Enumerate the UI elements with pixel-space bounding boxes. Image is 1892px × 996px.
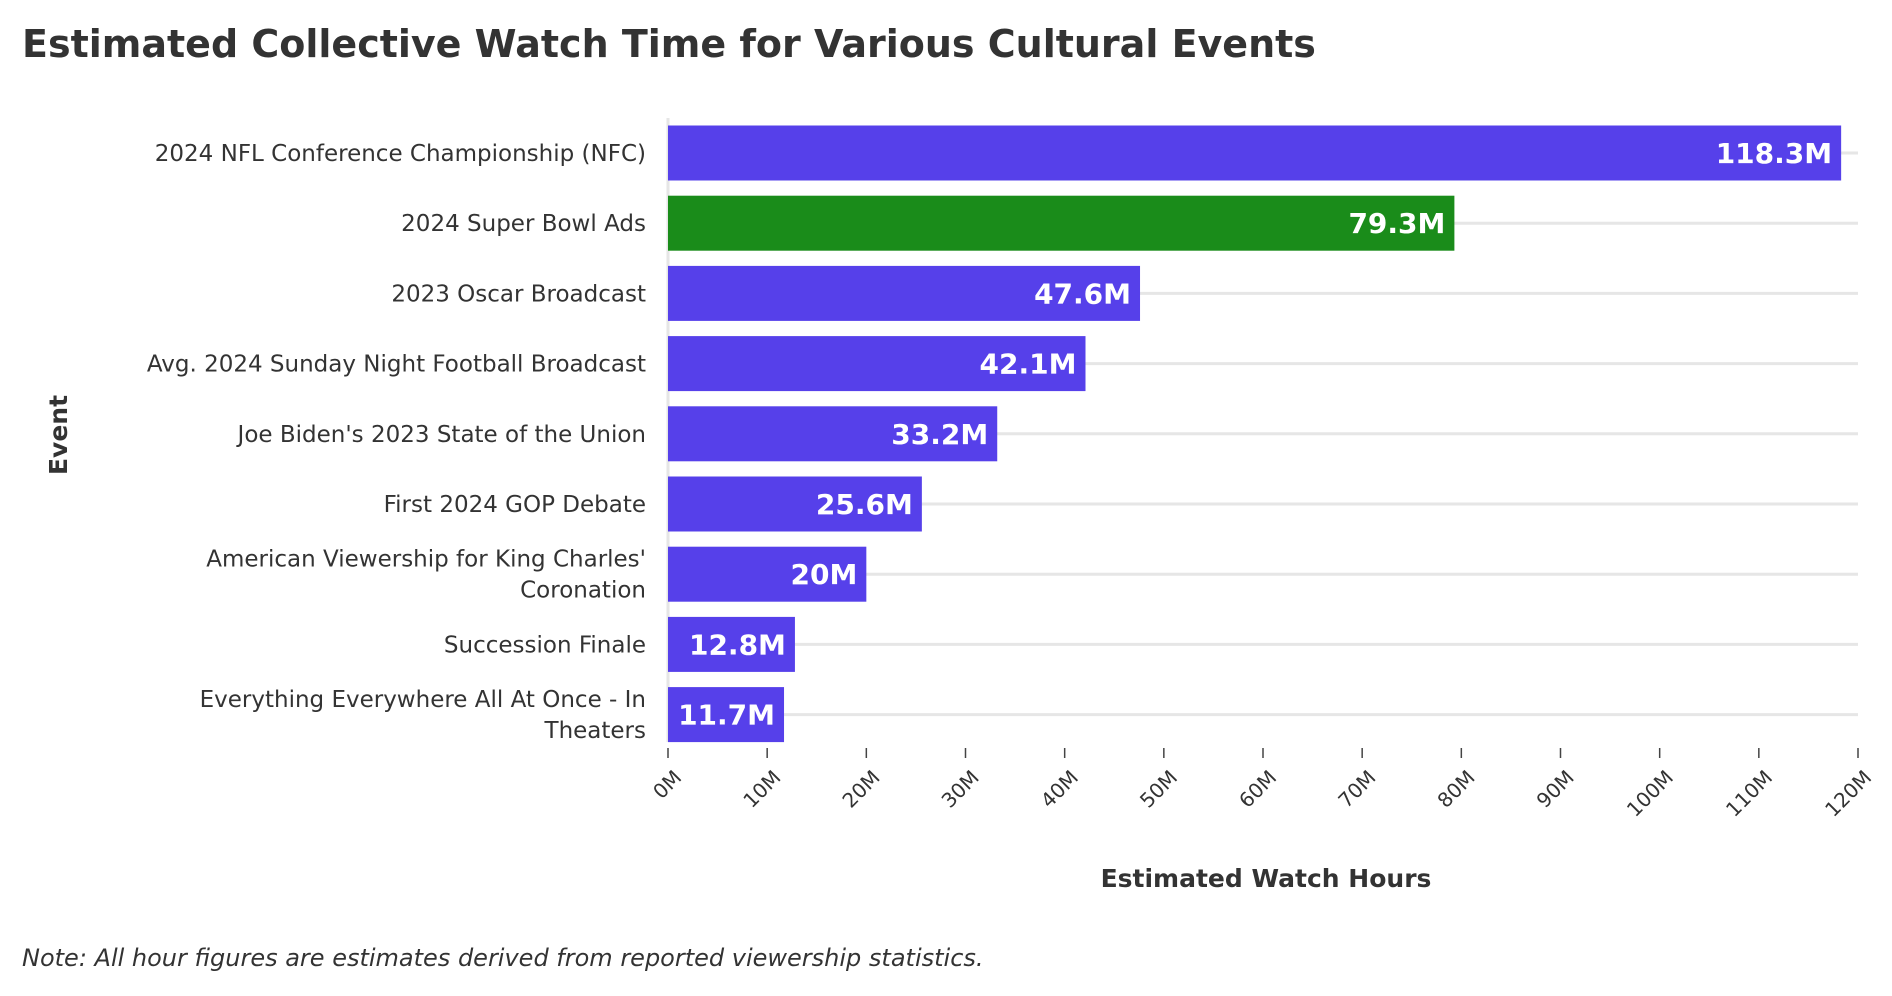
bar xyxy=(668,195,1455,251)
x-axis-title: Estimated Watch Hours xyxy=(1101,864,1432,893)
value-labels: 118.3M 79.3M 47.6M 42.1M 33.2M 25.6M 20M 12.8M 1… xyxy=(676,135,1835,735)
bar-value-label: 118.3M xyxy=(1716,137,1832,170)
x-tick-label: 90M xyxy=(1532,765,1579,812)
bar xyxy=(668,406,998,462)
bar xyxy=(668,476,922,532)
category-label: Joe Biden's 2023 State of the Union xyxy=(236,422,646,448)
bar-value-label: 20M xyxy=(791,558,858,591)
x-tick-label: 80M xyxy=(1432,765,1479,812)
bar xyxy=(668,125,1842,181)
category-label: American Viewership for King Charles' Cor… xyxy=(206,547,646,604)
x-tick-label: 70M xyxy=(1333,765,1380,812)
x-axis: 0M 10M 20M 30M 40M 50M 60M 70M 80M 90M 100M 110M 120… xyxy=(648,748,1876,821)
x-tick-label: 40M xyxy=(1036,765,1083,812)
category-label: Succession Finale xyxy=(444,632,646,658)
bar-value-label: 47.6M xyxy=(1034,277,1131,310)
x-tick-label: 10M xyxy=(738,765,785,812)
bar xyxy=(668,616,795,672)
bar-value-label: 11.7M xyxy=(678,699,775,732)
bar-value-label: 12.8M xyxy=(689,628,786,661)
category-label: Everything Everywhere All At Once - In Th… xyxy=(200,687,646,744)
chart-note: Note: All hour figures are estimates der… xyxy=(22,944,984,972)
bar-value-label: 79.3M xyxy=(1348,207,1445,240)
category-label: Avg. 2024 Sunday Night Football Broadcas… xyxy=(147,352,646,378)
bar xyxy=(668,687,785,743)
y-axis-title: Event xyxy=(44,395,73,475)
bar-value-label: 42.1M xyxy=(980,348,1077,381)
bar xyxy=(668,546,867,602)
category-labels: 2024 NFL Conference Championship (NFC) 20… xyxy=(147,141,646,744)
x-tick-label: 0M xyxy=(648,765,686,803)
x-tick-label: 60M xyxy=(1234,765,1281,812)
category-label: First 2024 GOP Debate xyxy=(384,492,646,518)
bar-value-label: 33.2M xyxy=(891,418,988,451)
bar-value-label: 25.6M xyxy=(816,488,913,521)
chart-title: Estimated Collective Watch Time for Vari… xyxy=(22,22,1316,66)
x-tick-label: 110M xyxy=(1721,765,1777,821)
bar xyxy=(668,336,1086,392)
bars xyxy=(668,125,1842,743)
x-tick-label: 30M xyxy=(937,765,984,812)
category-label: 2023 Oscar Broadcast xyxy=(391,281,646,307)
category-label: 2024 Super Bowl Ads xyxy=(401,211,646,237)
bar xyxy=(668,265,1141,321)
x-tick-label: 50M xyxy=(1135,765,1182,812)
x-tick-label: 20M xyxy=(837,765,884,812)
x-tick-label: 120M xyxy=(1820,765,1876,821)
x-tick-label: 100M xyxy=(1622,765,1678,821)
category-label: 2024 NFL Conference Championship (NFC) xyxy=(155,141,646,167)
